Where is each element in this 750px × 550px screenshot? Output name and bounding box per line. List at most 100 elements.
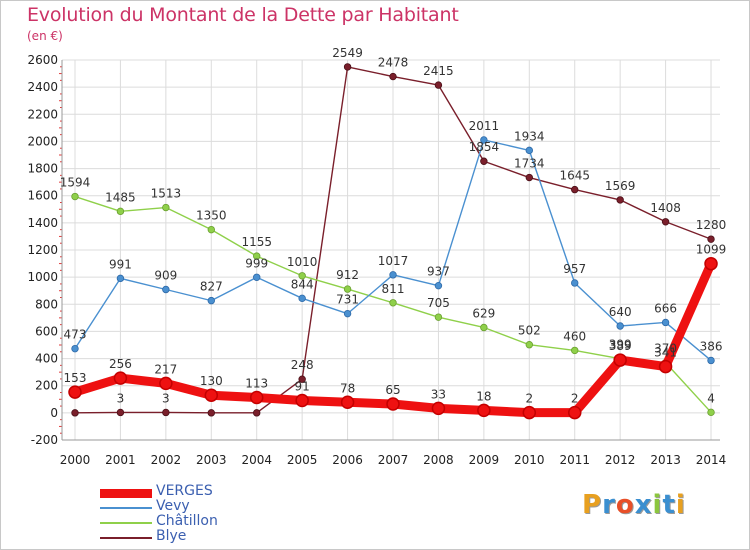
data-label-blye: 2478 <box>378 56 409 70</box>
data-point-vevy <box>707 356 715 365</box>
data-point-blye <box>207 409 215 417</box>
data-point-blye <box>525 173 533 182</box>
y-tick-label: 0 <box>50 406 58 420</box>
data-point-chatillon <box>253 252 261 260</box>
data-label-verges: 33 <box>431 387 446 401</box>
data-label-vevy: 827 <box>200 280 223 294</box>
data-point-vevy <box>343 309 352 318</box>
data-point-verges <box>567 405 582 420</box>
data-label-blye: 2549 <box>332 46 363 60</box>
data-point-chatillon <box>525 341 533 349</box>
x-tick-label: 2008 <box>423 453 454 467</box>
data-label-vevy: 957 <box>563 262 586 276</box>
y-tick-label: 1200 <box>27 243 58 257</box>
data-point-blye <box>480 157 488 165</box>
legend-swatch-vevy <box>100 507 152 509</box>
data-point-chatillon <box>343 285 352 293</box>
legend-label-blye: Blye <box>156 528 187 544</box>
x-tick-label: 2004 <box>241 453 272 467</box>
data-label-blye: 2415 <box>423 64 454 78</box>
data-point-vevy <box>389 271 397 279</box>
data-label-verges: 217 <box>154 362 177 376</box>
y-tick-label: -200 <box>31 433 58 447</box>
data-point-verges <box>68 385 82 399</box>
data-label-chatillon: 1485 <box>105 190 136 204</box>
data-point-verges <box>159 376 173 391</box>
legend-swatch-verges <box>100 488 152 498</box>
data-point-verges <box>613 353 627 367</box>
data-label-chatillon: 1594 <box>60 176 91 190</box>
y-tick-label: 800 <box>35 297 58 311</box>
data-point-verges <box>204 388 219 402</box>
y-tick-label: 1600 <box>27 189 58 203</box>
data-label-verges: 389 <box>609 339 632 353</box>
data-point-chatillon <box>298 272 306 280</box>
data-point-blye <box>571 185 579 194</box>
x-tick-label: 2006 <box>332 453 363 467</box>
data-point-chatillon <box>207 225 215 234</box>
data-point-verges <box>704 256 718 271</box>
data-label-chatillon: 502 <box>518 324 541 338</box>
x-tick-label: 2007 <box>378 453 409 467</box>
data-point-verges <box>386 397 400 411</box>
data-point-vevy <box>434 281 443 290</box>
data-label-vevy: 991 <box>109 257 132 271</box>
y-tick-label: 1800 <box>27 162 58 176</box>
y-tick-label: 2200 <box>27 107 58 121</box>
legend-item-blye: Blye <box>100 528 320 546</box>
data-label-chatillon: 399 <box>609 338 632 352</box>
data-label-blye: 1645 <box>559 169 590 183</box>
x-tick-label: 2011 <box>559 453 590 467</box>
data-label-verges: 130 <box>200 374 223 388</box>
data-label-vevy: 1017 <box>378 254 409 268</box>
data-point-chatillon <box>71 192 79 201</box>
data-point-chatillon <box>162 203 170 212</box>
y-tick-label: 200 <box>35 379 58 393</box>
data-label-blye: 1280 <box>696 218 727 232</box>
data-label-chatillon: 705 <box>427 296 450 310</box>
data-point-blye <box>162 408 170 417</box>
legend-item-chatillon: Châtillon <box>100 513 320 531</box>
x-tick-label: 2005 <box>287 453 318 467</box>
data-point-chatillon <box>707 408 715 417</box>
data-point-blye <box>434 81 443 89</box>
legend-label-chatillon: Châtillon <box>156 513 218 529</box>
x-tick-label: 2001 <box>105 453 136 467</box>
data-label-vevy: 844 <box>291 277 314 291</box>
legend-swatch-blye <box>100 537 152 539</box>
y-tick-label: 400 <box>35 352 58 366</box>
data-label-chatillon: 912 <box>336 268 359 282</box>
data-label-verges: 2 <box>525 392 533 406</box>
data-label-vevy: 473 <box>64 328 87 342</box>
data-point-verges <box>658 359 673 374</box>
axis-layer: -200 0 200 400 600 800 1000 1200 1400 1600 1800 200… <box>27 53 726 467</box>
data-label-chatillon: 629 <box>472 306 495 320</box>
data-label-blye: 1734 <box>514 157 545 171</box>
data-label-chatillon: 1513 <box>151 187 182 201</box>
y-tick-label: 1000 <box>27 270 58 284</box>
x-tick-label: 2014 <box>696 453 727 467</box>
data-point-blye <box>343 63 352 71</box>
data-label-layer: 3 324825492478241518541734164515691408128… <box>60 46 727 406</box>
data-point-blye <box>71 409 79 417</box>
data-label-verges: 78 <box>340 381 355 395</box>
logo-letter: o <box>615 490 635 520</box>
data-label-vevy: 1934 <box>514 129 545 143</box>
data-label-chatillon: 1155 <box>241 235 272 249</box>
y-tick-label: 600 <box>35 324 58 338</box>
data-point-verges <box>295 393 309 408</box>
logo-letter: i <box>675 490 686 520</box>
x-tick-label: 2003 <box>196 453 227 467</box>
data-point-blye <box>253 409 261 417</box>
y-tick-label: 2400 <box>27 80 58 94</box>
data-label-chatillon: 4 <box>707 391 715 405</box>
logo-letter: P <box>582 490 603 520</box>
logo-letter: t <box>662 490 676 520</box>
data-point-blye <box>389 72 397 81</box>
data-label-vevy: 2011 <box>469 119 500 133</box>
data-label-blye: 3 <box>117 391 125 405</box>
data-point-verges <box>340 395 355 410</box>
data-point-verges <box>249 390 264 405</box>
data-point-chatillon <box>389 299 397 307</box>
legend-label-vevy: Vevy <box>156 498 190 514</box>
